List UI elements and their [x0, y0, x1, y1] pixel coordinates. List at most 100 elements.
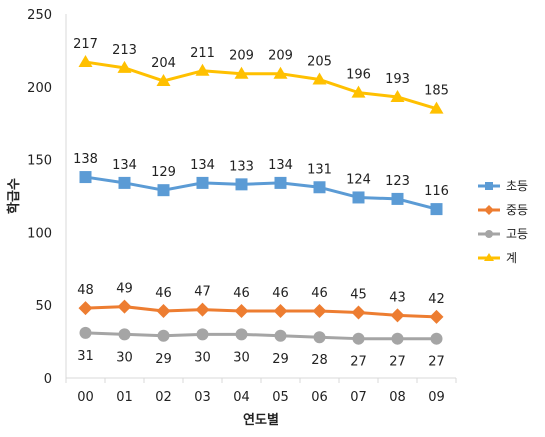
data-label-elementary: 124: [346, 172, 371, 187]
data-label-total: 211: [190, 46, 215, 61]
data-label-elementary: 133: [229, 159, 254, 174]
data-point-high: [196, 328, 209, 341]
data-point-elementary: [79, 171, 92, 184]
data-label-high: 30: [116, 350, 133, 365]
data-label-middle: 46: [272, 286, 289, 301]
data-label-high: 30: [194, 350, 211, 365]
data-point-total: [351, 85, 366, 98]
data-point-high: [313, 331, 326, 344]
legend-item-elementary: 초등: [478, 179, 528, 193]
data-point-total: [312, 72, 327, 85]
data-point-middle: [429, 309, 444, 324]
data-point-total: [78, 55, 93, 68]
y-tick-label: 100: [27, 226, 52, 241]
legend-label-total: 계: [506, 251, 517, 265]
x-tick-labels: 00 01 02 03 04 05 06 07 08 09: [65, 378, 457, 405]
data-point-high: [430, 332, 443, 345]
data-label-elementary: 134: [190, 158, 215, 173]
data-point-total: [273, 66, 288, 79]
legend-marker-elementary: [485, 182, 493, 190]
series-middle: [78, 299, 444, 324]
data-point-elementary: [235, 178, 248, 191]
data-label-total: 204: [151, 56, 176, 71]
y-tick-label: 250: [27, 8, 52, 23]
data-point-high: [157, 329, 170, 342]
data-label-high: 31: [77, 349, 94, 364]
data-label-total: 193: [385, 72, 410, 87]
data-label-middle: 47: [194, 285, 211, 300]
data-label-middle: 46: [155, 286, 172, 301]
data-point-middle: [234, 304, 249, 319]
data-point-total: [429, 101, 444, 114]
data-point-middle: [156, 304, 171, 319]
legend-item-middle: 중등: [478, 203, 528, 217]
data-label-middle: 42: [428, 292, 445, 307]
data-label-elementary: 123: [385, 174, 410, 189]
series-total: [78, 55, 444, 114]
y-tick-label: 0: [44, 372, 52, 387]
data-point-elementary: [430, 203, 443, 216]
x-axis-title: 연도별: [243, 412, 279, 428]
data-label-total: 209: [229, 49, 254, 64]
y-tick-labels: 0 50 100 150 200 250: [27, 8, 52, 387]
data-label-middle: 43: [389, 290, 406, 305]
legend-item-total: 계: [478, 251, 517, 265]
x-tick-label: 05: [272, 390, 289, 405]
data-label-high: 29: [272, 352, 289, 367]
series-high: [79, 326, 443, 345]
data-point-middle: [195, 302, 210, 317]
y-tick-label: 200: [27, 81, 52, 96]
data-point-elementary: [274, 176, 287, 189]
data-point-elementary: [352, 191, 365, 204]
x-tick-label: 09: [428, 390, 445, 405]
data-point-elementary: [157, 184, 170, 197]
data-label-high: 30: [233, 350, 250, 365]
y-axis-title: 학급수: [6, 178, 22, 214]
data-label-middle: 46: [311, 286, 328, 301]
x-tick-label: 04: [233, 390, 250, 405]
x-tick-label: 08: [389, 390, 406, 405]
series-layer: [78, 55, 444, 345]
data-label-high: 27: [350, 355, 367, 370]
x-tick-label: 01: [116, 390, 133, 405]
data-point-total: [390, 89, 405, 102]
series-line-total: [85, 60, 437, 111]
data-label-elementary: 134: [268, 158, 293, 173]
data-label-total: 196: [346, 68, 371, 83]
data-point-middle: [312, 304, 327, 319]
data-label-high: 29: [155, 352, 172, 367]
data-label-middle: 46: [233, 286, 250, 301]
data-point-high: [274, 329, 287, 342]
data-point-middle: [351, 305, 366, 320]
data-point-high: [391, 332, 404, 345]
data-point-high: [352, 332, 365, 345]
data-label-elementary: 131: [307, 162, 332, 177]
legend-marker-high: [485, 230, 493, 238]
legend-label-high: 고등: [506, 227, 528, 241]
data-point-high: [79, 326, 92, 339]
data-point-elementary: [196, 176, 209, 189]
data-label-elementary: 129: [151, 165, 176, 180]
data-point-high: [118, 328, 131, 341]
data-point-middle: [78, 301, 93, 316]
data-point-total: [195, 63, 210, 76]
data-label-total: 213: [112, 43, 137, 58]
data-point-high: [235, 328, 248, 341]
x-tick-label: 03: [194, 390, 211, 405]
data-point-elementary: [118, 176, 131, 189]
data-label-high: 28: [311, 353, 328, 368]
legend-marker-middle: [484, 205, 494, 215]
data-label-total: 205: [307, 55, 332, 70]
series-line-high: [85, 331, 437, 341]
data-label-elementary: 116: [424, 184, 449, 199]
data-point-middle: [390, 308, 405, 323]
x-tick-label: 07: [350, 390, 367, 405]
data-label-total: 209: [268, 49, 293, 64]
data-label-high: 27: [389, 355, 406, 370]
data-point-total: [117, 60, 132, 73]
legend-label-elementary: 초등: [506, 179, 528, 193]
data-label-high: 27: [428, 355, 445, 370]
